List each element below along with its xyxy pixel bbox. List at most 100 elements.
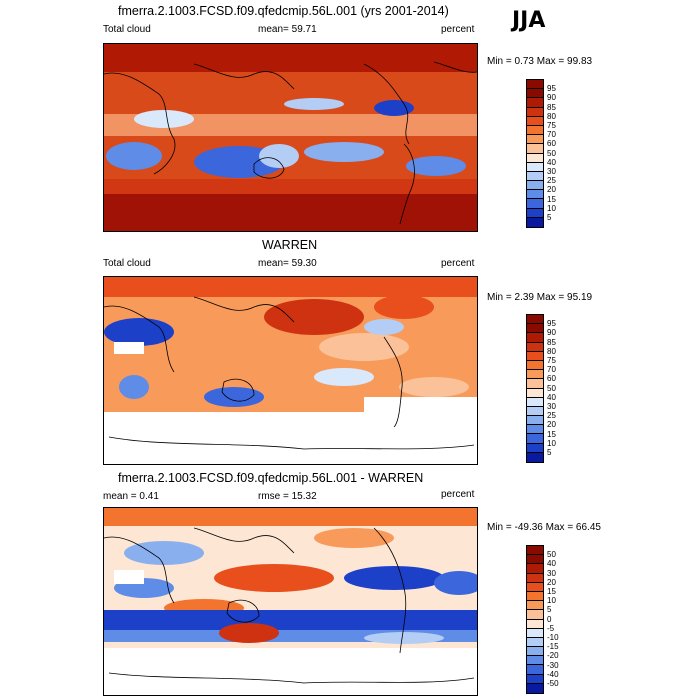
colorbar-tick-label: 80 <box>547 346 556 356</box>
colorbar-tick-label: 25 <box>547 176 556 186</box>
colorbar-swatch <box>527 443 543 453</box>
colorbar-swatch <box>527 434 543 444</box>
panel3-minmax: Min = -49.36 Max = 66.45 <box>487 522 601 533</box>
colorbar-tick-label: 50 <box>547 383 556 393</box>
colorbar-tick-label: 10 <box>547 203 556 213</box>
panel3-map <box>103 507 478 696</box>
colorbar-tick-label: 85 <box>547 102 556 112</box>
colorbar-swatch <box>527 144 543 154</box>
colorbar-swatch <box>527 665 543 675</box>
colorbar-tick-label: 20 <box>547 577 556 587</box>
colorbar-tick-label: 50 <box>547 550 556 560</box>
colorbar-swatch <box>527 360 543 371</box>
colorbar-tick-label: 30 <box>547 402 556 411</box>
colorbar-tick-label: 75 <box>547 356 556 365</box>
colorbar-tick-label: 70 <box>547 130 556 140</box>
colorbar-swatch <box>527 397 543 407</box>
colorbar-swatch <box>527 416 543 426</box>
colorbar-swatch <box>527 656 543 666</box>
panel2-title: WARREN <box>262 238 318 252</box>
colorbar-swatch <box>527 610 543 620</box>
colorbar-swatch <box>527 564 543 574</box>
colorbar-tick-label: 25 <box>547 411 556 421</box>
colorbar-tick-label: 90 <box>547 93 556 103</box>
colorbar-swatch <box>527 80 543 90</box>
colorbar-tick-label: -10 <box>547 633 559 642</box>
colorbar-tick-label: 0 <box>547 614 552 624</box>
panel1-variable-label: Total cloud <box>103 24 151 35</box>
panel2-units-label: percent <box>441 258 475 269</box>
panel3-title: fmerra.2.1003.FCSD.f09.qfedcmip.56L.001 … <box>118 471 424 485</box>
colorbar-swatch <box>527 324 543 334</box>
colorbar-tick-label: 15 <box>547 194 556 204</box>
colorbar-swatch <box>527 601 543 611</box>
colorbar-swatch <box>527 135 543 145</box>
panel1-mean-label: mean= 59.71 <box>258 24 317 35</box>
colorbar-tick-label: -15 <box>547 642 559 652</box>
colorbar-tick-label: 70 <box>547 365 556 375</box>
colorbar-swatch <box>527 619 543 629</box>
panel2-map-field <box>104 277 477 464</box>
colorbar-tick-label: 40 <box>547 559 556 569</box>
colorbar-swatch <box>527 683 543 693</box>
colorbar-swatch <box>527 674 543 684</box>
panel1-map <box>103 43 478 232</box>
panel2-colorbar <box>526 314 544 463</box>
panel1-colorbar <box>526 79 544 228</box>
colorbar-tick-label: 50 <box>547 148 556 158</box>
colorbar-swatch <box>527 181 543 191</box>
colorbar-tick-label: 30 <box>547 167 556 176</box>
panel2-minmax: Min = 2.39 Max = 95.19 <box>487 292 593 303</box>
colorbar-swatch <box>527 333 543 343</box>
colorbar-swatch <box>527 162 543 172</box>
colorbar-tick-label: 5 <box>547 605 552 615</box>
colorbar-tick-label: 95 <box>547 319 556 329</box>
colorbar-tick-label: 60 <box>547 374 556 384</box>
colorbar-swatch <box>527 107 543 117</box>
colorbar-swatch <box>527 452 543 462</box>
colorbar-tick-label: -5 <box>547 623 555 633</box>
colorbar-swatch <box>527 388 543 398</box>
colorbar-tick-label: 75 <box>547 121 556 130</box>
colorbar-swatch <box>527 153 543 163</box>
colorbar-swatch <box>527 98 543 108</box>
panel3-rmse-label: rmse = 15.32 <box>258 491 317 502</box>
colorbar-swatch <box>527 628 543 638</box>
colorbar-swatch <box>527 125 543 136</box>
colorbar-tick-label: 15 <box>547 587 556 596</box>
colorbar-swatch <box>527 370 543 380</box>
colorbar-swatch <box>527 199 543 209</box>
colorbar-swatch <box>527 171 543 182</box>
colorbar-swatch <box>527 315 543 325</box>
panel1-minmax: Min = 0.73 Max = 99.83 <box>487 56 593 67</box>
colorbar-tick-label: 30 <box>547 568 556 578</box>
colorbar-swatch <box>527 190 543 200</box>
colorbar-tick-label: 20 <box>547 185 556 195</box>
colorbar-tick-label: -50 <box>547 679 559 688</box>
panel3-colorbar <box>526 545 544 694</box>
colorbar-tick-label: 40 <box>547 392 556 402</box>
colorbar-tick-label: 40 <box>547 157 556 167</box>
colorbar-swatch <box>527 582 543 592</box>
colorbar-swatch <box>527 379 543 389</box>
panel1-title: fmerra.2.1003.FCSD.f09.qfedcmip.56L.001 … <box>118 4 449 18</box>
colorbar-tick-label: 15 <box>547 429 556 439</box>
colorbar-tick-label: 90 <box>547 328 556 338</box>
panel1-map-field <box>104 44 477 231</box>
colorbar-tick-label: 20 <box>547 420 556 430</box>
colorbar-swatch <box>527 116 543 126</box>
panel3-units-label: percent <box>441 489 475 500</box>
colorbar-tick-label: -30 <box>547 660 559 670</box>
panel2-map <box>103 276 478 465</box>
season-label: JJA <box>512 8 546 33</box>
colorbar-tick-label: 5 <box>547 213 552 222</box>
colorbar-tick-label: 5 <box>547 448 552 457</box>
colorbar-swatch <box>527 637 543 648</box>
colorbar-swatch <box>527 406 543 417</box>
colorbar-tick-label: 10 <box>547 438 556 448</box>
colorbar-tick-label: 60 <box>547 139 556 149</box>
colorbar-tick-label: 10 <box>547 596 556 606</box>
colorbar-tick-label: -40 <box>547 669 559 679</box>
colorbar-swatch <box>527 217 543 227</box>
colorbar-tick-label: 80 <box>547 111 556 121</box>
